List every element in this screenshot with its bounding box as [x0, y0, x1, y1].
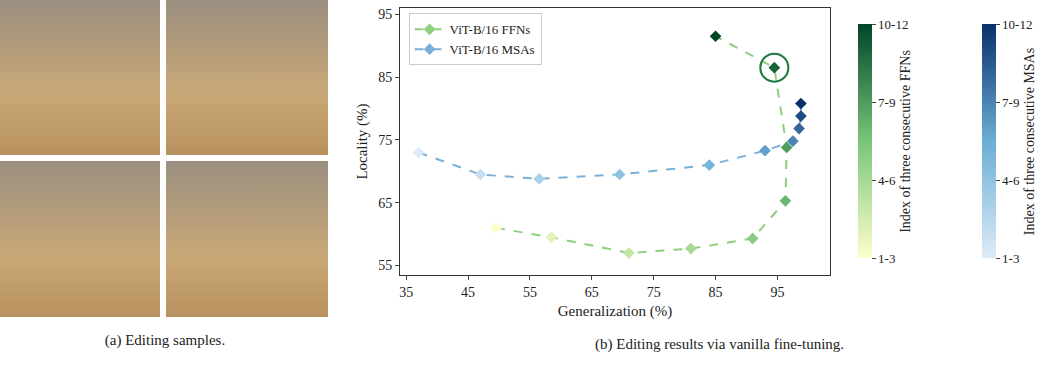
svg-text:75: 75	[647, 285, 661, 300]
svg-text:1-3: 1-3	[878, 251, 895, 266]
svg-text:35: 35	[399, 285, 413, 300]
svg-text:95: 95	[770, 285, 784, 300]
svg-text:95: 95	[378, 7, 392, 22]
svg-text:4-6: 4-6	[878, 173, 896, 188]
svg-text:1-3: 1-3	[1002, 251, 1019, 266]
svg-text:7-9: 7-9	[878, 95, 895, 110]
html-text:(a) Editing samples.: (a) Editing samples.	[104, 332, 226, 348]
svg-text:45: 45	[461, 285, 475, 300]
svg-text:10-12: 10-12	[1002, 17, 1032, 32]
svg-text:(b) Editing results via vanill: (b) Editing results via vanilla fine-tun…	[595, 336, 844, 353]
svg-text:Index of three consecutive FFN: Index of three consecutive FFNs	[898, 50, 913, 233]
svg-text:Locality (%): Locality (%)	[354, 103, 371, 179]
svg-text:4-6: 4-6	[1002, 173, 1020, 188]
svg-text:Index of three consecutive MSA: Index of three consecutive MSAs	[1022, 48, 1037, 235]
svg-text:85: 85	[709, 285, 723, 300]
svg-text:55: 55	[523, 285, 537, 300]
svg-text:75: 75	[378, 133, 392, 148]
svg-text:ViT-B/16 MSAs: ViT-B/16 MSAs	[450, 42, 535, 57]
svg-text:7-9: 7-9	[1002, 95, 1019, 110]
svg-text:10-12: 10-12	[878, 17, 908, 32]
svg-text:55: 55	[378, 258, 392, 273]
svg-text:65: 65	[378, 196, 392, 211]
svg-text:Generalization (%): Generalization (%)	[558, 303, 673, 320]
svg-text:65: 65	[585, 285, 599, 300]
svg-text:85: 85	[378, 70, 392, 85]
svg-text:ViT-B/16 FFNs: ViT-B/16 FFNs	[450, 22, 531, 37]
